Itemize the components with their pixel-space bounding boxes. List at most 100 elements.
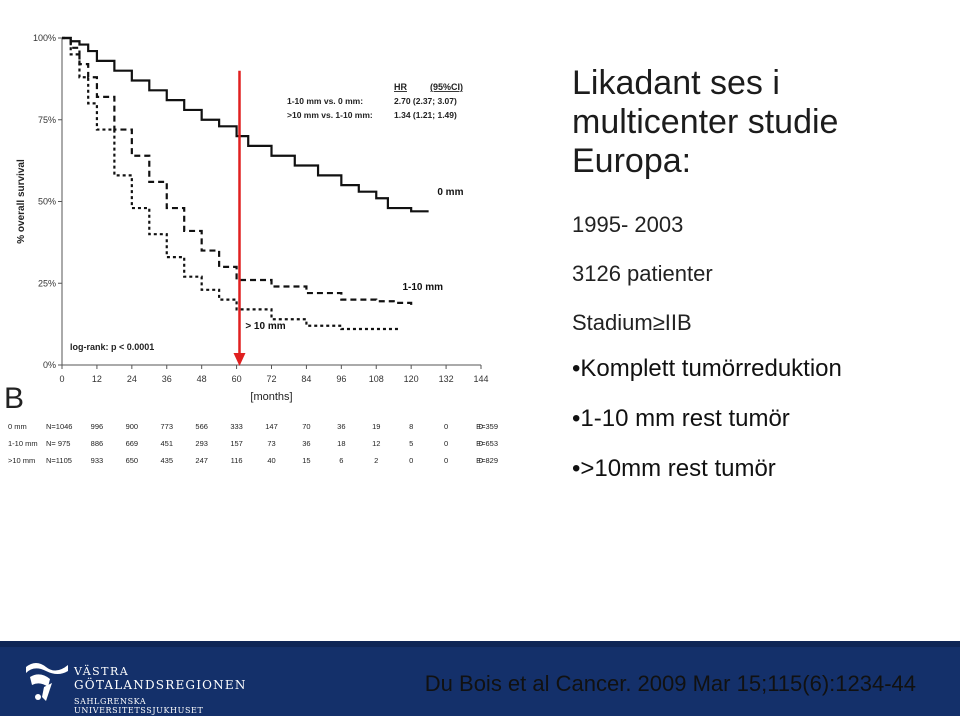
series-line — [62, 36, 429, 213]
risk-cell: 116 — [231, 456, 243, 465]
facts-list: 1995- 2003 3126 patienter Stadium≥IIB — [572, 212, 713, 359]
risk-cell: 5 — [409, 439, 413, 448]
risk-cell: 247 — [195, 456, 208, 465]
risk-row-label: 0 mm — [8, 422, 27, 431]
x-tick-label: 48 — [197, 374, 207, 384]
logo-line-2: GÖTALANDSREGIONEN — [74, 678, 247, 692]
risk-row-n: N=1046 — [46, 422, 72, 431]
risk-cell: 333 — [230, 422, 243, 431]
x-tick-label: 0 — [59, 374, 64, 384]
bullet-list: •Komplett tumörreduktion •1-10 mm rest t… — [572, 355, 842, 505]
y-tick-label: 50% — [38, 197, 56, 207]
bullet-text: Komplett tumörreduktion — [580, 355, 842, 382]
x-tick-label: 144 — [473, 374, 488, 384]
risk-cell: 15 — [302, 456, 310, 465]
risk-row-events: E=359 — [476, 422, 498, 431]
logo-line-3: SAHLGRENSKA UNIVERSITETSSJUKHUSET — [74, 697, 204, 715]
risk-cell: 0 — [479, 439, 483, 448]
risk-cell: 0 — [444, 456, 448, 465]
bullet-item: •1-10 mm rest tumör — [572, 405, 790, 432]
y-axis-label: % overall survival — [16, 159, 27, 244]
risk-cell: 40 — [267, 456, 275, 465]
bullet-text: >10mm rest tumör — [580, 455, 776, 482]
risk-row-label: 1-10 mm — [8, 439, 38, 448]
hr-row-label: >10 mm vs. 1-10 mm: — [287, 110, 373, 120]
risk-cell: 19 — [372, 422, 380, 431]
x-axis-label: [months] — [250, 391, 292, 403]
bullet-item: •>10mm rest tumör — [572, 455, 776, 482]
fact-years: 1995- 2003 — [572, 212, 684, 237]
risk-cell: 73 — [267, 439, 275, 448]
y-tick-label: 25% — [38, 278, 56, 288]
x-tick-label: 60 — [232, 374, 242, 384]
risk-cell: 0 — [444, 422, 448, 431]
risk-cell: 293 — [195, 439, 208, 448]
risk-cell: 451 — [160, 439, 173, 448]
logrank-label: log-rank: p < 0.0001 — [70, 342, 154, 352]
risk-cell: 8 — [409, 422, 413, 431]
risk-cell: 0 — [479, 456, 483, 465]
risk-cell: 933 — [91, 456, 104, 465]
risk-row-n: N= 975 — [46, 439, 70, 448]
bullet-item: •Komplett tumörreduktion — [572, 355, 842, 382]
fact-stage: Stadium≥IIB — [572, 310, 692, 335]
x-tick-label: 108 — [369, 374, 384, 384]
risk-cell: 70 — [302, 422, 310, 431]
y-tick-label: 100% — [33, 33, 56, 43]
risk-cell: 2 — [374, 456, 378, 465]
risk-cell: 650 — [126, 456, 139, 465]
hr-header-ci: (95%CI) — [430, 82, 463, 92]
risk-cell: 18 — [337, 439, 345, 448]
series-line — [62, 36, 400, 331]
risk-cell: 0 — [409, 456, 413, 465]
hr-row-label: 1-10 mm vs. 0 mm: — [287, 96, 363, 106]
x-tick-label: 24 — [127, 374, 137, 384]
bullet-text: 1-10 mm rest tumör — [580, 405, 790, 432]
series-line — [62, 36, 413, 307]
risk-cell: 566 — [195, 422, 208, 431]
x-tick-label: 72 — [266, 374, 276, 384]
logo-line-1: VÄSTRA — [74, 665, 130, 678]
risk-cell: 12 — [372, 439, 380, 448]
risk-cell: 886 — [91, 439, 104, 448]
risk-row-events: E=653 — [476, 439, 498, 448]
risk-cell: 0 — [479, 422, 483, 431]
x-tick-label: 132 — [439, 374, 454, 384]
marker-arrow-icon — [233, 353, 246, 366]
risk-row-n: N=1105 — [46, 456, 72, 465]
wave-logo-icon — [26, 663, 68, 701]
risk-cell: 6 — [339, 456, 343, 465]
x-tick-label: 36 — [162, 374, 172, 384]
footer-bar: VÄSTRA GÖTALANDSREGIONEN SAHLGRENSKA UNI… — [0, 641, 960, 716]
risk-row-label: >10 mm — [8, 456, 35, 465]
x-tick-label: 120 — [404, 374, 419, 384]
risk-cell: 0 — [444, 439, 448, 448]
title-line-2: multicenter studie — [572, 103, 839, 141]
curve-label: > 10 mm — [245, 321, 285, 332]
risk-cell: 996 — [91, 422, 104, 431]
risk-row-events: E=829 — [476, 456, 498, 465]
risk-cell: 36 — [302, 439, 310, 448]
fact-patients: 3126 patienter — [572, 261, 713, 286]
risk-cell: 157 — [230, 439, 243, 448]
x-tick-label: 12 — [92, 374, 102, 384]
hr-row-value: 2.70 (2.37; 3.07) — [394, 96, 457, 106]
x-tick-label: 96 — [336, 374, 346, 384]
risk-cell: 900 — [126, 422, 139, 431]
risk-cell: 773 — [160, 422, 173, 431]
risk-cell: 147 — [265, 422, 278, 431]
panel-letter: B — [4, 382, 25, 415]
hr-row-value: 1.34 (1.21; 1.49) — [394, 110, 457, 120]
footer-top-strip — [0, 641, 960, 647]
curve-label: 0 mm — [437, 187, 463, 198]
survival-chart: 0%25%50%75%100%0 12 24 36 48 60 72 84 96 108 120 13… — [8, 33, 498, 465]
slide-title: Likadant ses i multicenter studie Europa… — [572, 64, 838, 181]
citation: Du Bois et al Cancer. 2009 Mar 15;115(6)… — [424, 671, 916, 696]
title-line-1: Likadant ses i — [572, 64, 780, 102]
risk-cell: 669 — [126, 439, 139, 448]
risk-cell: 36 — [337, 422, 345, 431]
y-tick-label: 75% — [38, 115, 56, 125]
curve-label: 1-10 mm — [402, 282, 443, 293]
hr-header: HR — [394, 82, 407, 92]
x-tick-label: 84 — [301, 374, 311, 384]
